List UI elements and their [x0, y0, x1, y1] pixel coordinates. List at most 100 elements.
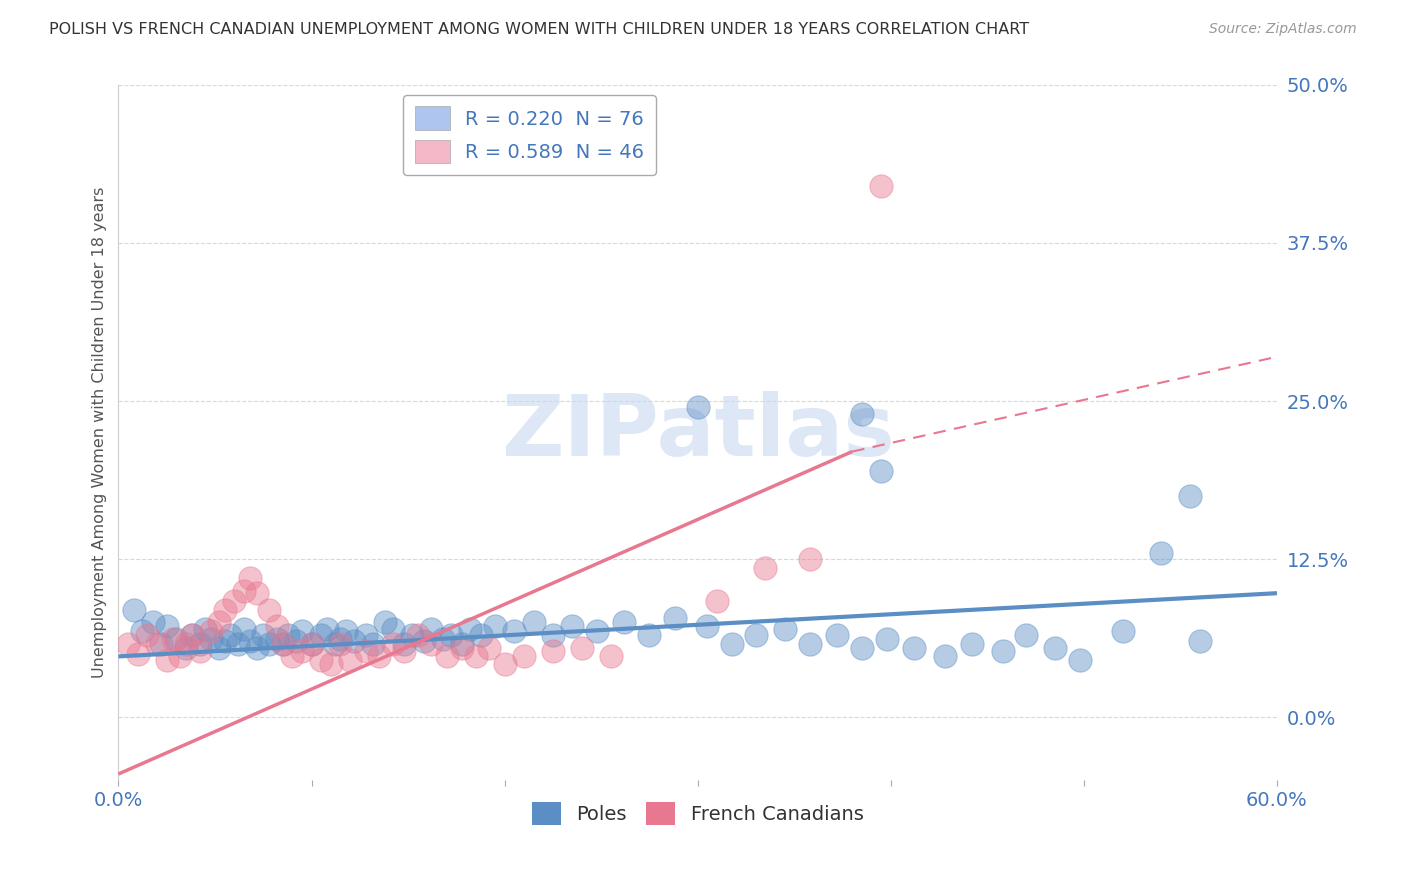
Point [392, 644, 415, 658]
Point [381, 622, 404, 636]
Point [169, 649, 191, 664]
Point [214, 602, 236, 616]
Point [208, 640, 231, 655]
Point [127, 647, 149, 661]
Point [233, 583, 256, 598]
Point [773, 622, 796, 636]
Point [246, 586, 269, 600]
Point [696, 619, 718, 633]
Point [478, 640, 501, 655]
Point [149, 637, 172, 651]
Point [401, 628, 423, 642]
Point [420, 637, 443, 651]
Point [257, 602, 280, 616]
Point [1069, 653, 1091, 667]
Point [343, 634, 366, 648]
Point [374, 615, 396, 630]
Point [174, 637, 197, 651]
Point [239, 571, 262, 585]
Point [541, 644, 564, 658]
Point [571, 640, 593, 655]
Point [156, 619, 179, 633]
Point [432, 632, 454, 646]
Point [1043, 640, 1066, 655]
Point [1015, 628, 1038, 642]
Point [451, 640, 474, 655]
Point [638, 628, 661, 642]
Point [706, 594, 728, 608]
Point [200, 624, 222, 639]
Point [1150, 546, 1173, 560]
Point [686, 401, 709, 415]
Text: ZIPatlas: ZIPatlas [501, 391, 894, 475]
Point [458, 622, 481, 636]
Point [1178, 489, 1201, 503]
Point [162, 632, 184, 646]
Point [180, 628, 202, 642]
Point [291, 624, 314, 639]
Point [1188, 634, 1211, 648]
Point [226, 637, 249, 651]
Point [214, 634, 236, 648]
Point [188, 637, 211, 651]
Point [239, 634, 262, 648]
Point [117, 637, 139, 651]
Point [363, 637, 385, 651]
Point [470, 628, 492, 642]
Point [188, 644, 211, 658]
Point [464, 649, 486, 664]
Point [266, 619, 288, 633]
Point [257, 637, 280, 651]
Point [523, 615, 546, 630]
Point [851, 640, 873, 655]
Text: POLISH VS FRENCH CANADIAN UNEMPLOYMENT AMONG WOMEN WITH CHILDREN UNDER 18 YEARS : POLISH VS FRENCH CANADIAN UNEMPLOYMENT A… [49, 22, 1029, 37]
Point [246, 640, 269, 655]
Y-axis label: Unemployment Among Women with Children Under 18 years: Unemployment Among Women with Children U… [93, 187, 107, 678]
Point [381, 637, 404, 651]
Point [991, 644, 1014, 658]
Point [136, 628, 159, 642]
Point [281, 649, 304, 664]
Point [329, 637, 352, 651]
Point [412, 634, 434, 648]
Text: Source: ZipAtlas.com: Source: ZipAtlas.com [1209, 22, 1357, 37]
Point [319, 657, 342, 671]
Point [561, 619, 583, 633]
Point [613, 615, 636, 630]
Point [354, 628, 377, 642]
Point [271, 637, 294, 651]
Point [309, 628, 332, 642]
Point [252, 628, 274, 642]
Point [316, 622, 339, 636]
Point [744, 628, 766, 642]
Point [721, 637, 744, 651]
Point [851, 407, 873, 421]
Point [1111, 624, 1133, 639]
Point [285, 634, 308, 648]
Point [870, 464, 893, 478]
Point [799, 552, 821, 566]
Point [799, 637, 821, 651]
Point [876, 632, 898, 646]
Point [277, 628, 299, 642]
Point [309, 653, 332, 667]
Point [754, 561, 776, 575]
Point [368, 649, 391, 664]
Point [436, 649, 458, 664]
Point [451, 637, 474, 651]
Point [392, 637, 415, 651]
Point [484, 619, 506, 633]
Point [200, 632, 222, 646]
Point [291, 644, 314, 658]
Point [599, 649, 621, 664]
Point [146, 637, 169, 651]
Point [301, 637, 323, 651]
Point [339, 653, 361, 667]
Point [586, 624, 609, 639]
Point [494, 657, 516, 671]
Point [903, 640, 925, 655]
Point [420, 622, 443, 636]
Point [934, 649, 956, 664]
Point [174, 640, 197, 655]
Point [329, 632, 352, 646]
